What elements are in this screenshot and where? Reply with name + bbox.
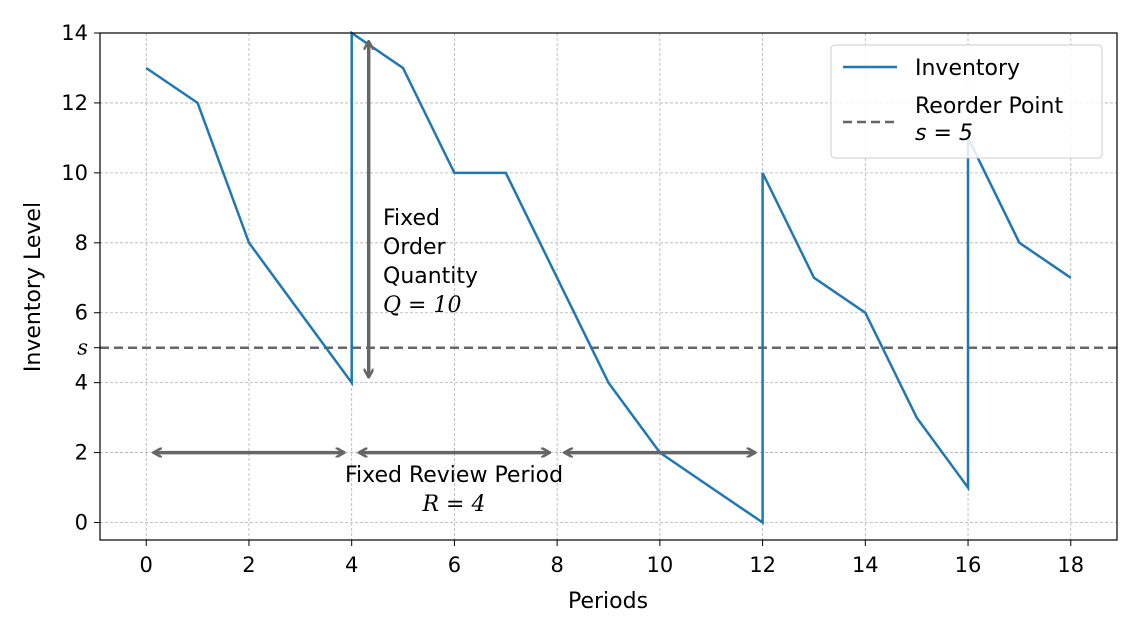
- inventory-line: [145, 30, 1072, 525]
- legend-label-inventory: Inventory: [915, 56, 1020, 81]
- x-tick-label: 4: [345, 553, 358, 577]
- x-tick-label: 2: [242, 553, 255, 577]
- review-period-annotation: Fixed Review Period R = 4: [345, 463, 563, 517]
- x-tick-label: 10: [646, 553, 673, 577]
- x-tick-label: 18: [1057, 553, 1084, 577]
- y-tick-label: 2: [75, 441, 88, 465]
- plot-frame: [99, 32, 1118, 541]
- y-tick-label: 8: [75, 231, 88, 255]
- legend-label-reorder-point: Reorder Point: [915, 94, 1063, 119]
- y-axis-label: Inventory Level: [21, 202, 46, 372]
- axes: [94, 32, 1118, 546]
- y-tick-label: 4: [75, 371, 88, 395]
- y-tick-label: 10: [61, 161, 88, 185]
- order-quantity-annotation: Fixed Order Quantity Q = 10: [383, 206, 478, 318]
- y-tick-label: 12: [61, 91, 88, 115]
- order-quantity-line-3: Quantity: [383, 264, 478, 289]
- review-period-line-2: R = 4: [422, 492, 486, 517]
- y-tick-label: 6: [75, 301, 88, 325]
- x-tick-label: 0: [140, 553, 153, 577]
- y-tick-label: 14: [61, 21, 88, 45]
- x-tick-label: 6: [448, 553, 461, 577]
- order-quantity-line-1: Fixed: [383, 206, 440, 231]
- x-tick-label: 8: [550, 553, 563, 577]
- order-quantity-line-4: Q = 10: [383, 293, 461, 318]
- order-quantity-line-2: Order: [383, 235, 446, 260]
- review-period-line-1: Fixed Review Period: [345, 463, 563, 488]
- y-tick-label: 0: [75, 511, 88, 535]
- y-tick-label: s: [77, 336, 88, 360]
- series-layer: [145, 30, 1072, 525]
- x-axis-label: Periods: [568, 589, 648, 614]
- x-tick-label: 12: [749, 553, 776, 577]
- x-tick-label: 14: [852, 553, 879, 577]
- tick-labels: 0 2 4 6 8 10 12 14 16 18 0 2 4 s 6 8 10 12 14: [61, 21, 1084, 577]
- arrow-layer: [154, 42, 754, 453]
- x-tick-label: 16: [955, 553, 982, 577]
- legend: Inventory Reorder Point s = 5: [830, 44, 1103, 159]
- legend-box: [830, 44, 1103, 159]
- legend-label-reorder-value: s = 5: [915, 121, 973, 146]
